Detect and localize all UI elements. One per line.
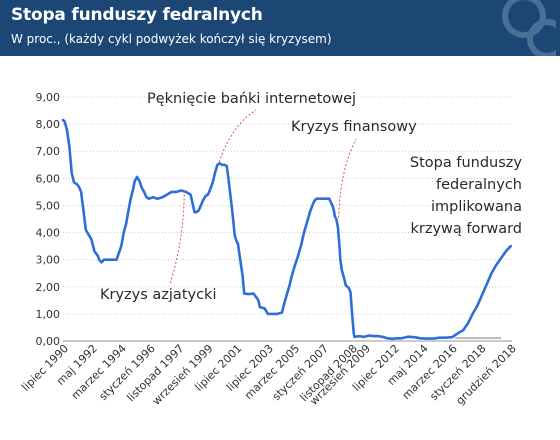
annotation-dotcom: Pęknięcie bańki internetowej: [147, 91, 356, 107]
y-tick-label: 0,00: [36, 335, 61, 348]
logo-ring: [527, 19, 556, 56]
leader-dotcom: [218, 109, 257, 163]
y-tick-label: 4,00: [36, 227, 61, 240]
annotation-financial-crisis: Kryzys finansowy: [291, 119, 417, 135]
leader-financial-crisis: [338, 138, 357, 218]
annotation-forward-line: Stopa funduszy: [410, 155, 523, 171]
y-tick-label: 8,00: [36, 118, 61, 131]
annotation-forward-line: krzywą forward: [411, 221, 523, 237]
chart-title: Stopa funduszy fedralnych: [11, 5, 263, 25]
y-tick-label: 6,00: [36, 172, 61, 185]
y-tick-label: 5,00: [36, 199, 61, 212]
y-tick-label: 7,00: [36, 145, 61, 158]
annotation-forward-line: federalnych: [436, 177, 522, 193]
line-chart: 0,00 1,00 2,00 3,00 4,00 5,00 6,00 7,00 8,00 9,00…: [19, 91, 523, 408]
leader-asian-crisis: [169, 190, 185, 285]
chart-header: Stopa funduszy fedralnych W proc., (każd…: [0, 0, 560, 56]
y-tick-label: 3,00: [36, 254, 61, 267]
y-tick-label: 2,00: [36, 281, 61, 294]
annotation-forward-line: implikowana: [431, 199, 522, 215]
series-line: [61, 118, 512, 341]
annotation-asian-crisis: Kryzys azjatycki: [100, 287, 216, 303]
y-tick-label: 9,00: [36, 91, 61, 104]
brand-logo: [502, 0, 556, 56]
y-tick-label: 1,00: [36, 308, 61, 321]
chart-subtitle: W proc., (każdy cykl podwyżek kończył si…: [11, 32, 332, 46]
logo-ring: [502, 0, 546, 38]
